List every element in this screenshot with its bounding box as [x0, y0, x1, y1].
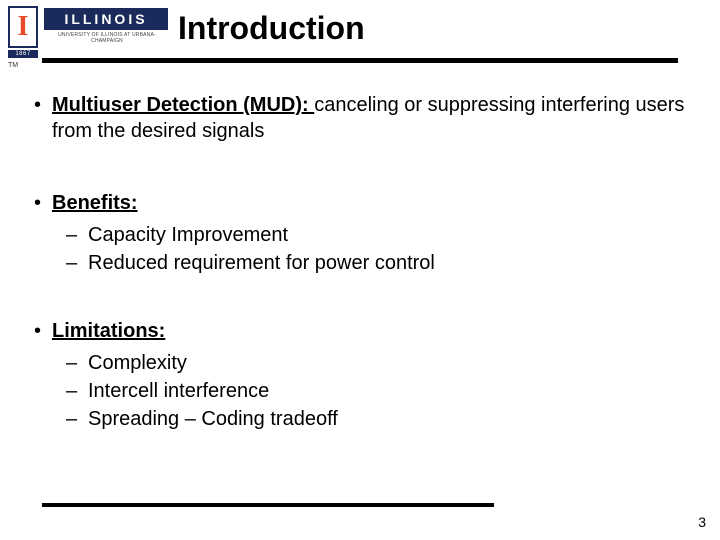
logo-text-block: ILLINOIS UNIVERSITY OF ILLINOIS AT URBAN…: [44, 8, 168, 44]
slide-header: I 1867 ILLINOIS UNIVERSITY OF ILLINOIS A…: [0, 0, 720, 70]
logo-subtitle: UNIVERSITY OF ILLINOIS AT URBANA-CHAMPAI…: [44, 30, 168, 44]
bullet-item: • Benefits:: [30, 190, 690, 216]
sub-bullet-text: Capacity Improvement: [88, 222, 288, 248]
logo-block-i-box: I: [8, 6, 38, 48]
bullet-item: • Multiuser Detection (MUD): canceling o…: [30, 92, 690, 144]
bottom-rule: [42, 503, 494, 507]
sub-bullet-item: – Reduced requirement for power control: [66, 250, 690, 276]
top-rule: [42, 58, 678, 63]
sub-bullet-text: Reduced requirement for power control: [88, 250, 435, 276]
bullet-lead: Multiuser Detection (MUD):: [52, 94, 314, 116]
logo-tm: TM: [8, 62, 18, 69]
illinois-logo: I 1867 ILLINOIS UNIVERSITY OF ILLINOIS A…: [8, 6, 168, 52]
logo-wordmark: ILLINOIS: [44, 8, 168, 30]
bullet-lead: Limitations:: [52, 320, 165, 342]
bullet-marker: •: [30, 92, 52, 118]
bullet-text: Benefits:: [52, 190, 690, 216]
bullet-item: • Limitations:: [30, 318, 690, 344]
slide-body: • Multiuser Detection (MUD): canceling o…: [30, 92, 690, 434]
sub-bullet-marker: –: [66, 350, 88, 376]
sub-bullet-item: – Intercell interference: [66, 378, 690, 404]
bullet-marker: •: [30, 318, 52, 344]
bullet-text: Limitations:: [52, 318, 690, 344]
sub-bullet-text: Intercell interference: [88, 378, 269, 404]
sub-bullet-text: Complexity: [88, 350, 187, 376]
slide-title: Introduction: [178, 10, 365, 47]
bullet-marker: •: [30, 190, 52, 216]
sub-bullet-text: Spreading – Coding tradeoff: [88, 406, 338, 432]
sub-bullet-marker: –: [66, 378, 88, 404]
sub-bullet-marker: –: [66, 250, 88, 276]
sub-bullet-item: – Capacity Improvement: [66, 222, 690, 248]
bullet-text: Multiuser Detection (MUD): canceling or …: [52, 92, 690, 144]
bullet-lead: Benefits:: [52, 192, 138, 214]
logo-letter: I: [18, 13, 29, 41]
page-number: 3: [698, 514, 706, 530]
sub-bullet-marker: –: [66, 406, 88, 432]
logo-year: 1867: [8, 50, 38, 58]
sub-bullet-item: – Spreading – Coding tradeoff: [66, 406, 690, 432]
sub-bullet-item: – Complexity: [66, 350, 690, 376]
sub-bullet-marker: –: [66, 222, 88, 248]
